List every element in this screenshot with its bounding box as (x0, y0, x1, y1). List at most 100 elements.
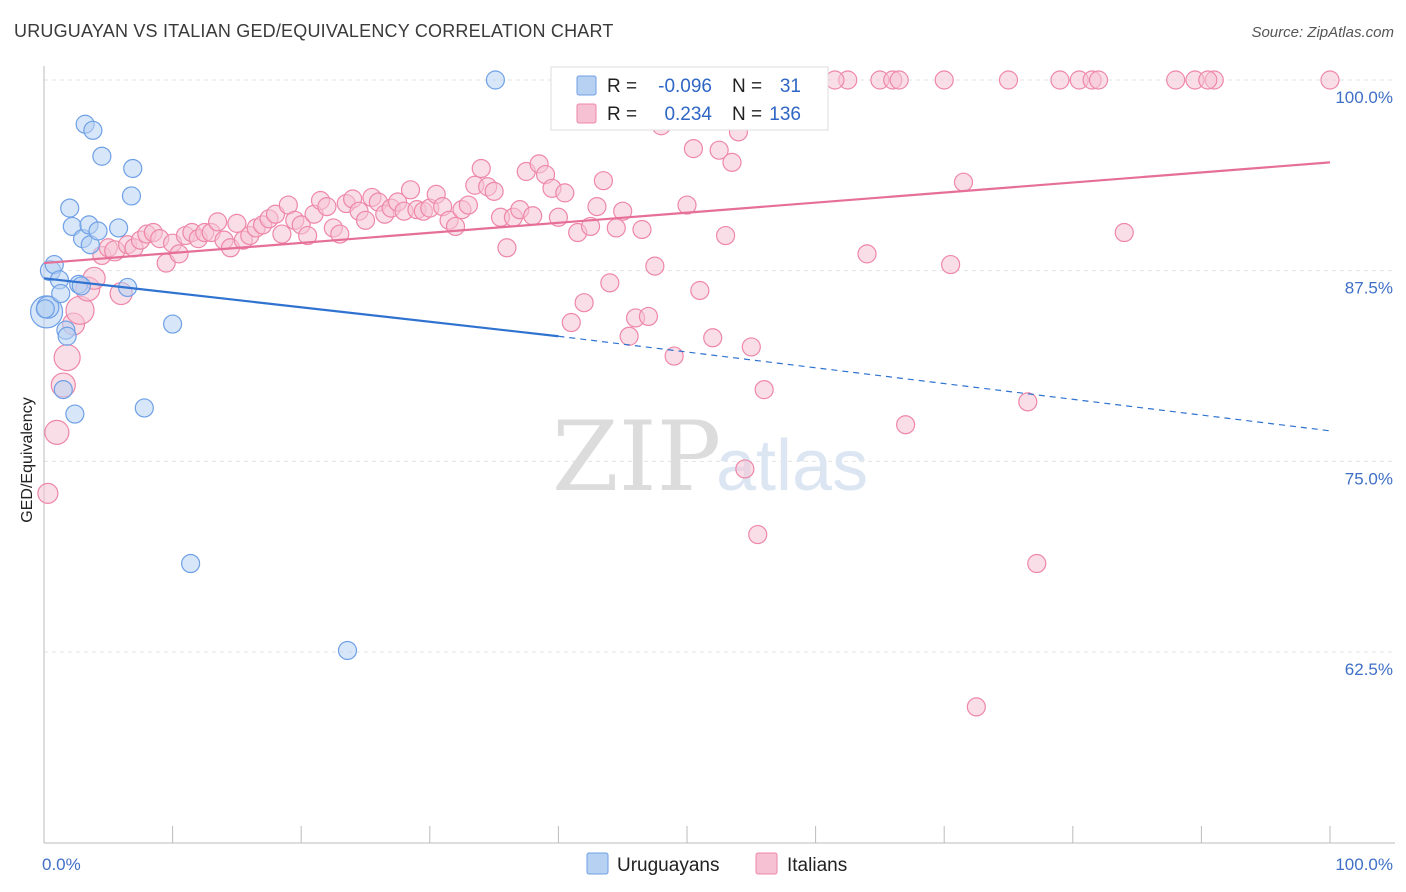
axes (43, 66, 1395, 844)
italian-point (754, 380, 774, 400)
italian-point (53, 344, 81, 372)
italian-point (857, 244, 877, 264)
italian-point (400, 180, 421, 200)
y-tick-label: 100.0% (1335, 88, 1393, 107)
gridlines (44, 79, 1395, 653)
italian-point (703, 328, 723, 348)
uruguayan-trend-extension (558, 335, 1331, 432)
x-tick-label-min: 0.0% (42, 855, 81, 874)
bottom-legend-italians: Italians (787, 855, 847, 876)
italian-point (709, 140, 729, 160)
italian-point (613, 201, 633, 221)
italian-point (998, 70, 1019, 90)
italian-point (523, 206, 543, 226)
italian-point (722, 152, 742, 172)
italian-point (741, 337, 761, 357)
trend-lines (43, 161, 1331, 432)
italian-point (208, 212, 228, 232)
italian-point (1088, 70, 1109, 90)
y-tick-label: 75.0% (1345, 469, 1393, 488)
legend-n-label-2: N = (732, 104, 762, 125)
correlation-legend: R = -0.096 N = 31 R = 0.234 N = 136 (550, 66, 829, 131)
uruguayan-point (60, 198, 80, 218)
legend-swatch-uruguayans (576, 75, 597, 96)
italian-point (638, 306, 659, 327)
italian-point (1050, 70, 1070, 90)
italian-point (44, 419, 70, 445)
italian-point (484, 181, 504, 201)
bottom-legend-swatch-uruguayans (586, 852, 609, 875)
italian-point (561, 312, 581, 333)
series-legend: Uruguayans Italians (586, 852, 847, 876)
italian-point (619, 326, 639, 346)
italian-point (748, 524, 768, 545)
italians-points (37, 70, 1340, 717)
italian-point (1198, 70, 1218, 90)
uruguayan-point (108, 218, 129, 238)
uruguayans-points (29, 70, 505, 661)
source-label: Source: ZipAtlas.com (1251, 24, 1394, 41)
uruguayan-trend-line (43, 277, 559, 338)
y-tick-label: 87.5% (1345, 279, 1393, 298)
italian-point (690, 280, 710, 301)
italian-point (632, 219, 652, 240)
italian-point (445, 216, 466, 237)
y-tick-labels: 62.5% 75.0% 87.5% 100.0% (1335, 88, 1393, 679)
italian-point (941, 254, 961, 275)
uruguayan-point (71, 276, 91, 296)
italian-point (1320, 70, 1340, 90)
italian-point (227, 213, 247, 233)
italian-point (889, 70, 909, 90)
italian-point (896, 415, 916, 435)
italian-point (317, 197, 337, 217)
italian-point (606, 218, 626, 238)
italian-point (1114, 222, 1134, 243)
italian-point (580, 216, 601, 237)
uruguayan-point (83, 120, 103, 140)
uruguayan-point (121, 186, 142, 206)
italian-point (825, 70, 845, 90)
legend-r-value-1: -0.096 (658, 76, 712, 97)
italian-point (934, 70, 954, 90)
uruguayan-point (65, 404, 85, 424)
italian-point (1166, 70, 1186, 90)
italian-point (555, 183, 575, 203)
x-tick-labels: 0.0% 100.0% (42, 855, 1393, 874)
legend-swatch-italians (576, 103, 597, 124)
italian-point (593, 171, 614, 191)
legend-n-value-1: 31 (780, 76, 801, 97)
legend-box (550, 66, 829, 131)
uruguayan-point (57, 326, 77, 346)
x-tick-label-max: 100.0% (1335, 855, 1393, 874)
uruguayan-point (181, 553, 201, 574)
uruguayan-point (134, 398, 154, 418)
italian-point (298, 225, 318, 246)
italian-point (497, 238, 517, 258)
legend-n-label-1: N = (732, 76, 762, 97)
italian-point (735, 459, 755, 479)
uruguayan-point (35, 299, 55, 319)
italian-point (1018, 392, 1038, 412)
italian-point (1027, 553, 1047, 574)
italian-point (458, 195, 478, 215)
italian-point (645, 256, 665, 276)
italian-point (37, 482, 59, 504)
italian-point (677, 195, 697, 215)
watermark-zip: ZIP (552, 401, 721, 513)
uruguayan-point (337, 640, 358, 661)
legend-n-value-2: 136 (769, 104, 801, 125)
watermark: ZIP atlas (552, 401, 868, 513)
italian-trend-line (43, 161, 1331, 265)
bottom-legend-uruguayans: Uruguayans (617, 855, 719, 876)
uruguayan-point (53, 380, 73, 400)
italian-point (272, 224, 292, 244)
uruguayan-point (88, 221, 108, 241)
legend-r-label-1: R = (607, 76, 637, 97)
uruguayan-point (51, 283, 71, 304)
italian-point (600, 273, 620, 293)
chart-title: URUGUAYAN VS ITALIAN GED/EQUIVALENCY COR… (14, 21, 614, 41)
italian-point (355, 210, 376, 230)
uruguayan-point (123, 158, 143, 179)
italian-point (587, 197, 607, 217)
